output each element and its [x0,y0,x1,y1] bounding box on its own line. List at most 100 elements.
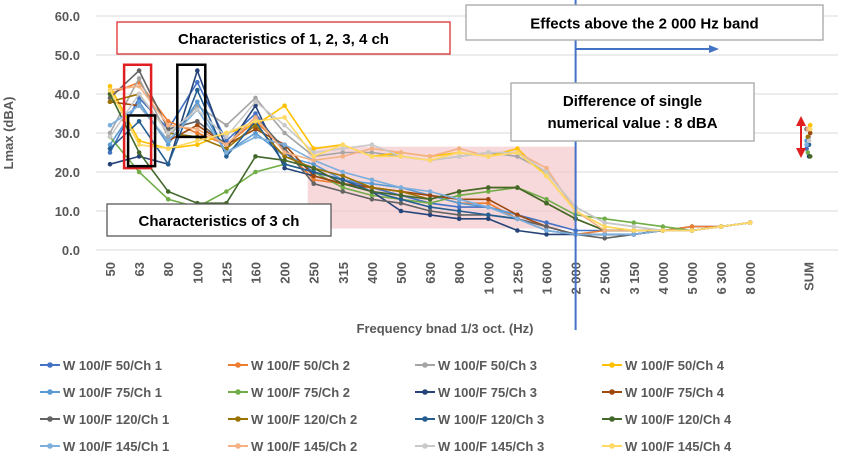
difference-arrowhead-down [796,148,806,158]
legend-swatch-marker [422,443,428,449]
data-point [253,99,258,105]
data-point [398,200,404,206]
data-point [136,169,142,175]
legend-label: W 100/F 120/Ch 4 [625,412,732,427]
data-point [427,158,433,163]
data-point [427,200,433,206]
data-point [602,232,607,237]
legend-label: W 100/F 120/Ch 2 [251,412,357,427]
data-point [282,122,287,128]
data-point [544,165,549,171]
data-point [107,150,113,155]
data-point [631,228,637,233]
legend-label: W 100/F 120/Ch 1 [63,412,169,427]
x-tick-label: SUM [801,262,816,291]
data-point [282,161,287,167]
data-point [398,193,404,198]
legend-label: W 100/F 50/Ch 3 [438,358,537,373]
data-point [369,197,375,202]
data-point [224,138,229,144]
data-point [224,154,229,159]
data-point [456,197,462,202]
data-point [311,161,317,167]
data-point [224,122,229,128]
legend-item: W 100/F 120/Ch 3 [415,412,544,427]
x-tick-label: 1 250 [510,262,525,295]
annotation-text: Effects above the 2 000 Hz band [530,16,758,33]
annotation-text: Characteristics of 3 ch [139,213,300,230]
data-point [107,146,113,151]
data-point [311,158,317,163]
data-point [427,193,433,198]
legend-label: W 100/F 50/Ch 2 [251,358,350,373]
x-tick-label: 3 150 [627,262,642,295]
y-tick-label: 30.0 [55,126,80,141]
data-point [253,134,258,140]
x-tick-label: 6 300 [714,262,729,295]
legend-item: W 100/F 145/Ch 4 [602,439,732,454]
legend-item: W 100/F 75/Ch 2 [228,385,350,400]
anno-effects: Effects above the 2 000 Hz band [465,4,824,41]
data-point [369,193,375,198]
legend-swatch-marker [47,443,53,449]
data-point [311,181,317,186]
data-point [486,204,491,210]
data-point [544,197,549,202]
data-point [165,122,171,128]
data-point [282,165,287,171]
legend-item: W 100/F 145/Ch 3 [415,439,544,454]
annotation-text: Characteristics of 1, 2, 3, 4 ch [178,31,389,48]
y-axis-title: Lmax (dBA) [1,97,16,170]
data-point [369,189,375,194]
legend-swatch-marker [235,443,241,449]
annotation-box [106,203,332,237]
data-point [282,150,287,155]
data-point [311,165,317,171]
legend-swatch-marker [422,389,428,395]
x-tick-label: 630 [423,262,438,284]
data-point [456,189,462,194]
data-point [456,154,462,159]
data-point [427,212,433,218]
data-point [107,122,113,128]
x-tick-label: 50 [103,262,118,276]
data-point [747,220,753,225]
data-point [456,208,462,214]
y-tick-label: 40.0 [55,87,80,102]
data-point [282,142,287,147]
x-tick-label: 2 500 [598,262,613,295]
annotation-box [510,82,755,142]
data-point [602,216,607,222]
data-point [369,142,375,147]
data-point [602,228,607,233]
data-point [224,134,229,140]
data-point [805,150,811,155]
data-point [340,173,346,179]
legend-label: W 100/F 50/Ch 1 [63,358,162,373]
x-tick-label: 1 600 [540,262,555,295]
legend-item: W 100/F 50/Ch 3 [415,358,537,373]
x-tick-label: 100 [190,262,205,284]
data-point [631,224,637,229]
data-point [282,115,287,120]
data-point [165,130,171,136]
effects-arrowhead [709,45,719,53]
data-point [602,220,607,225]
data-point [253,154,258,159]
data-point [195,126,200,132]
legend-item: W 100/F 75/Ch 4 [602,385,725,400]
data-point [427,208,433,214]
data-point [165,189,171,194]
data-point [427,197,433,202]
data-point [165,146,171,151]
data-point [195,119,200,124]
data-point [486,150,491,155]
data-point [282,158,287,163]
data-point [486,189,491,194]
data-point [544,220,549,225]
data-point [340,185,346,190]
data-point [195,68,200,73]
data-point [224,142,229,147]
annotation-box [116,21,451,55]
